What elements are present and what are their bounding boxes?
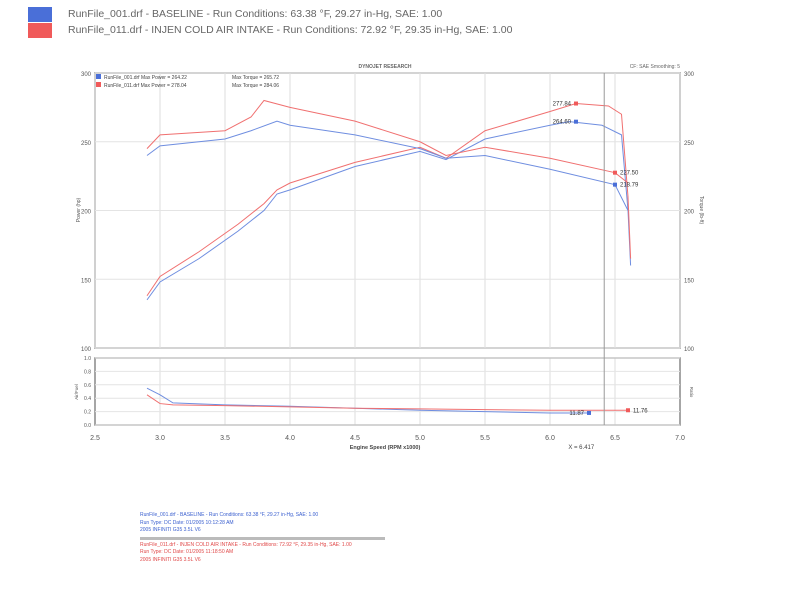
x-axis-label: Engine Speed (RPM x1000) <box>350 445 421 451</box>
chart-title: DYNOJET RESEARCH <box>358 64 411 70</box>
note-blue-3: 2005 INFINITI G35 3.5L V6 <box>140 527 201 533</box>
x-tick-label: 6.0 <box>545 435 555 442</box>
series-torque-line <box>146 120 629 211</box>
afr-axis-label: Air/Fuel <box>74 384 79 400</box>
afr-point-label: 11.76 <box>633 408 648 414</box>
point-label: 264.60 <box>553 120 572 126</box>
x-tick-label: 6.5 <box>610 435 620 442</box>
afr-tick-label: 0.4 <box>84 396 91 402</box>
legend-entry: RunFile_011.drf Max Power = 278.04 <box>104 83 187 89</box>
x-tick-label: 5.0 <box>415 435 425 442</box>
series-torque-line <box>146 99 629 184</box>
note-red-2: Run Type: DC Date: 01/2005 11:18:50 AM <box>140 549 234 555</box>
x-tick-label: 4.0 <box>285 435 295 442</box>
legend-swatch <box>96 82 101 87</box>
series-power-line <box>146 103 632 297</box>
afr-tick-label: 1.0 <box>84 356 91 362</box>
note-red-1: RunFile_011.drf - INJEN COLD AIR INTAKE … <box>140 541 352 548</box>
blue-swatch <box>28 6 52 22</box>
y2-tick-label: 100 <box>684 347 695 353</box>
legend-torque: Max Torque = 284.06 <box>232 83 279 89</box>
run-label: RunFile_001.drf - BASELINE - Run Conditi… <box>68 8 443 20</box>
notes-divider <box>140 536 385 540</box>
legend-entry: RunFile_001.drf Max Power = 264.22 <box>104 75 187 81</box>
y-tick-label: 150 <box>81 278 92 284</box>
note-blue-1: RunFile_001.drf - BASELINE - Run Conditi… <box>140 512 319 518</box>
afr-tick-label: 0.0 <box>84 423 91 429</box>
y2-axis-label: Torque (lb-ft) <box>698 196 704 225</box>
y2-tick-label: 300 <box>684 72 695 78</box>
afr-point-label: 11.87 <box>569 411 584 417</box>
note-red-3: 2005 INFINITI G35 3.5L V6 <box>140 556 201 563</box>
run-legend-header: RunFile_001.drf - BASELINE - Run Conditi… <box>28 6 512 38</box>
afr-point-marker <box>626 408 630 413</box>
run-notes: RunFile_001.drf - BASELINE - Run Conditi… <box>140 512 385 564</box>
cursor-readout: X = 6.417 <box>568 445 595 451</box>
afr-tick-label: 0.2 <box>84 410 91 416</box>
afr-point-marker <box>587 410 591 415</box>
point-marker <box>574 119 578 124</box>
y-tick-label: 250 <box>81 141 92 147</box>
series-power-line <box>146 121 632 301</box>
y2-tick-label: 150 <box>684 278 695 284</box>
x-tick-label: 4.5 <box>350 435 360 442</box>
run-header-intake: RunFile_011.drf - INJEN COLD AIR INTAKE … <box>28 22 512 38</box>
legend-torque: Max Torque = 265.72 <box>232 75 279 81</box>
x-tick-label: 2.5 <box>90 435 100 442</box>
y-tick-label: 300 <box>81 72 92 78</box>
point-marker <box>613 182 617 187</box>
x-tick-label: 3.0 <box>155 435 165 442</box>
y2-tick-label: 250 <box>684 141 695 147</box>
point-label: 277.84 <box>553 102 572 108</box>
y2-tick-label: 200 <box>684 210 695 216</box>
afr-plot-frame <box>94 357 681 426</box>
x-tick-label: 5.5 <box>480 435 490 442</box>
y-tick-label: 100 <box>81 347 92 353</box>
afr-series-line <box>146 394 628 411</box>
legend-swatch <box>96 74 101 79</box>
run-label: RunFile_011.drf - INJEN COLD AIR INTAKE … <box>68 24 513 36</box>
afr-tick-label: 0.6 <box>84 383 91 389</box>
red-swatch <box>28 22 52 38</box>
x-tick-label: 7.0 <box>675 435 685 442</box>
point-marker <box>574 101 578 106</box>
point-label: 227.50 <box>620 171 639 177</box>
point-marker <box>613 170 617 175</box>
afr-tick-label: 0.8 <box>84 369 91 375</box>
note-blue-2: Run Type: DC Date: 01/2005 10:12:28 AM <box>140 519 234 526</box>
afr-axis-label-right: Ratio <box>689 387 694 398</box>
afr-series-line <box>146 387 589 414</box>
point-label: 218.79 <box>620 183 639 189</box>
y-tick-label: 200 <box>81 210 92 216</box>
x-tick-label: 3.5 <box>220 435 230 442</box>
run-header-baseline: RunFile_001.drf - BASELINE - Run Conditi… <box>28 6 512 22</box>
corner-note: CF: SAE Smoothing: 5 <box>630 64 681 70</box>
y-axis-label: Power (hp) <box>76 197 82 222</box>
